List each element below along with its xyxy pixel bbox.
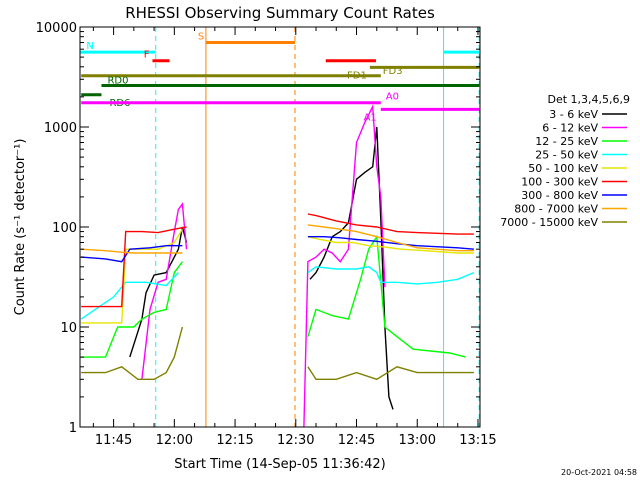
x-tick-label-0: 11:45 — [95, 433, 132, 448]
y-tick-label-1: 10 — [60, 321, 77, 336]
legend-label-7: 800 - 7000 keV — [514, 203, 598, 216]
y-axis-label: Count Rate (s⁻¹ detector⁻¹) — [13, 139, 28, 316]
series-line-7-segment-0 — [81, 248, 183, 254]
footer-date: 20-Oct-2021 04:58 — [561, 468, 637, 477]
series-line-6-segment-1 — [307, 235, 474, 250]
annotation-label-fd3: FD3 — [383, 66, 403, 77]
series-line-1-segment-0 — [141, 202, 188, 380]
legend-label-4: 50 - 100 keV — [528, 162, 598, 175]
series-line-8-segment-0 — [81, 326, 184, 380]
legend-title: Det 1,3,4,5,6,9 — [547, 93, 630, 106]
x-tick-label-3: 12:30 — [277, 433, 314, 448]
series-line-0-segment-1 — [309, 126, 394, 410]
legend-label-6: 300 - 800 keV — [521, 189, 598, 202]
legend-label-8: 7000 - 15000 keV — [500, 216, 598, 229]
x-tick-label-6: 13:15 — [459, 433, 496, 448]
x-tick-label-1: 12:00 — [156, 433, 193, 448]
annotation-label-f: F — [144, 50, 150, 61]
annotation-label-n: N — [86, 41, 93, 52]
series-line-8-segment-1 — [307, 366, 474, 381]
x-tick-label-4: 12:45 — [338, 433, 375, 448]
legend-label-3: 25 - 50 keV — [535, 149, 598, 162]
series-line-7-segment-1 — [307, 224, 474, 252]
y-tick-label-0: 1 — [69, 421, 77, 436]
annotation-label-rd0: RD0 — [107, 76, 128, 87]
annotation-label-a1: A1 — [364, 112, 377, 123]
series-line-1-segment-1 — [303, 103, 386, 428]
series-line-2-segment-0 — [81, 261, 183, 358]
axes: 11:45 12:00 12:15 12:30 12:45 13:00 13:15 1 10 10… — [36, 21, 497, 448]
annotation-label-a0: A0 — [386, 92, 399, 103]
series-line-2-segment-1 — [307, 234, 466, 358]
x-tick-label-5: 13:00 — [399, 433, 436, 448]
series-line-6-segment-0 — [81, 244, 183, 263]
legend-label-5: 100 - 300 keV — [521, 176, 598, 189]
series-lines — [80, 103, 475, 428]
annotation-label-s: S — [198, 31, 204, 42]
series-line-4-segment-1 — [307, 236, 474, 254]
legend-label-1: 6 - 12 keV — [542, 122, 598, 135]
series-line-3-segment-0 — [80, 272, 179, 320]
x-tick-label-2: 12:15 — [216, 433, 253, 448]
series-line-5-segment-0 — [81, 226, 187, 308]
y-tick-label-3: 1000 — [44, 121, 77, 136]
legend-label-0: 3 - 6 keV — [549, 108, 598, 121]
legend-label-2: 12 - 25 keV — [535, 135, 598, 148]
x-axis-label: Start Time (14-Sep-05 11:36:42) — [174, 457, 385, 472]
series-line-5-segment-1 — [307, 213, 474, 235]
y-tick-label-4: 10000 — [36, 21, 77, 36]
annotation-bars: NSFFD1FD3RD0RD6A0A1 — [80, 31, 480, 123]
chart-title: RHESSI Observing Summary Count Rates — [125, 4, 435, 22]
series-line-3-segment-1 — [307, 266, 475, 285]
y-tick-label-2: 100 — [52, 221, 77, 236]
